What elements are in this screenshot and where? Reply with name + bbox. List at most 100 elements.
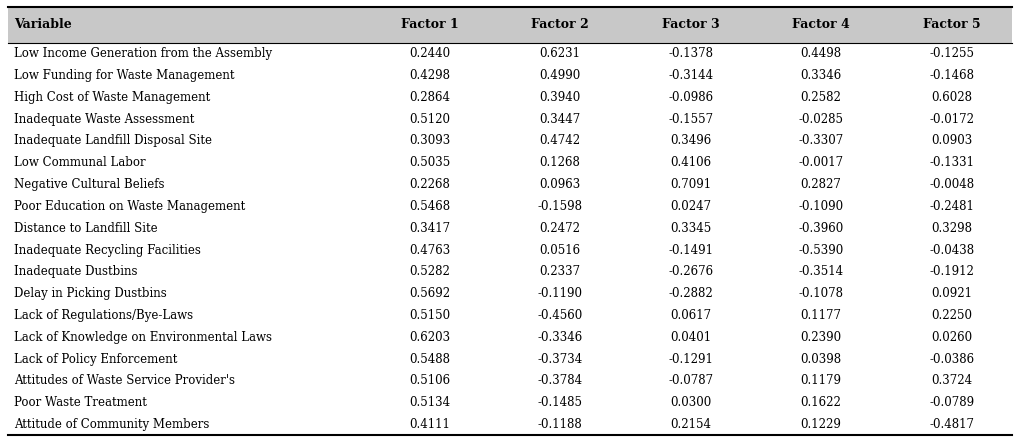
Text: -0.3960: -0.3960 [798,222,843,235]
Text: Lack of Regulations/Bye-Laws: Lack of Regulations/Bye-Laws [14,309,194,322]
Text: 0.6028: 0.6028 [930,91,971,104]
Bar [8,43,1011,65]
Text: 0.5282: 0.5282 [409,265,449,278]
Text: -0.5390: -0.5390 [798,244,843,256]
Text: 0.1177: 0.1177 [800,309,841,322]
Text: Inadequate Waste Assessment: Inadequate Waste Assessment [14,113,195,126]
Text: 0.3093: 0.3093 [409,134,450,148]
Text: 0.2472: 0.2472 [539,222,580,235]
Text: -0.1291: -0.1291 [667,353,712,366]
Text: 0.4990: 0.4990 [539,69,580,82]
Text: -0.1468: -0.1468 [928,69,973,82]
Text: 0.0921: 0.0921 [930,287,971,300]
Text: -0.0285: -0.0285 [798,113,843,126]
Text: 0.4106: 0.4106 [669,156,710,169]
Text: -0.2882: -0.2882 [667,287,712,300]
Text: -0.1078: -0.1078 [798,287,843,300]
Text: -0.3514: -0.3514 [798,265,843,278]
Text: -0.2676: -0.2676 [667,265,712,278]
Text: Low Funding for Waste Management: Low Funding for Waste Management [14,69,234,82]
Text: 0.4298: 0.4298 [409,69,449,82]
Text: Variable: Variable [14,18,72,31]
Text: -0.1331: -0.1331 [928,156,973,169]
Text: -0.1598: -0.1598 [537,200,582,213]
Text: 0.5134: 0.5134 [409,396,449,409]
Text: 0.4111: 0.4111 [409,418,449,431]
Text: 0.0617: 0.0617 [669,309,710,322]
Text: -0.1485: -0.1485 [537,396,582,409]
Text: -0.1557: -0.1557 [667,113,712,126]
Text: 0.3447: 0.3447 [539,113,580,126]
Text: 0.3346: 0.3346 [800,69,841,82]
Text: -0.1188: -0.1188 [537,418,582,431]
Text: Inadequate Dustbins: Inadequate Dustbins [14,265,138,278]
Text: -0.3734: -0.3734 [537,353,582,366]
Text: 0.1268: 0.1268 [539,156,580,169]
Text: 0.2440: 0.2440 [409,47,449,60]
Bar [8,370,1011,392]
Text: 0.2337: 0.2337 [539,265,580,278]
Bar [8,65,1011,87]
Text: 0.4742: 0.4742 [539,134,580,148]
Text: -0.3784: -0.3784 [537,374,582,387]
Text: -0.0438: -0.0438 [928,244,973,256]
Text: Factor 2: Factor 2 [531,18,589,31]
Bar [8,305,1011,326]
Text: Attitudes of Waste Service Provider's: Attitudes of Waste Service Provider's [14,374,235,387]
Text: -0.0048: -0.0048 [928,178,973,191]
Text: 0.0903: 0.0903 [930,134,971,148]
Text: 0.6203: 0.6203 [409,331,449,344]
Text: 0.4763: 0.4763 [409,244,450,256]
Bar [8,7,1011,43]
Bar [8,108,1011,130]
Text: -0.1378: -0.1378 [667,47,712,60]
Bar [8,195,1011,217]
Text: Attitude of Community Members: Attitude of Community Members [14,418,210,431]
Text: 0.5035: 0.5035 [409,156,450,169]
Text: 0.2154: 0.2154 [669,418,710,431]
Bar [8,87,1011,108]
Text: -0.1090: -0.1090 [798,200,843,213]
Text: Lack of Knowledge on Environmental Laws: Lack of Knowledge on Environmental Laws [14,331,272,344]
Bar [8,326,1011,348]
Text: 0.2582: 0.2582 [800,91,841,104]
Text: 0.1179: 0.1179 [800,374,841,387]
Text: 0.2268: 0.2268 [409,178,449,191]
Text: 0.2390: 0.2390 [800,331,841,344]
Text: Lack of Policy Enforcement: Lack of Policy Enforcement [14,353,177,366]
Text: 0.4498: 0.4498 [800,47,841,60]
Text: 0.1229: 0.1229 [800,418,841,431]
Text: 0.1622: 0.1622 [800,396,841,409]
Text: Factor 3: Factor 3 [661,18,718,31]
Text: 0.3345: 0.3345 [669,222,710,235]
Text: Factor 4: Factor 4 [792,18,849,31]
Text: -0.0386: -0.0386 [928,353,973,366]
Text: 0.5120: 0.5120 [409,113,449,126]
Text: 0.5468: 0.5468 [409,200,449,213]
Text: 0.0401: 0.0401 [669,331,710,344]
Bar [8,217,1011,239]
Text: Factor 5: Factor 5 [922,18,979,31]
Text: Low Communal Labor: Low Communal Labor [14,156,146,169]
Bar [8,174,1011,195]
Text: -0.4560: -0.4560 [537,309,582,322]
Text: -0.3307: -0.3307 [798,134,843,148]
Text: 0.0963: 0.0963 [539,178,580,191]
Text: 0.3298: 0.3298 [930,222,971,235]
Text: -0.4817: -0.4817 [928,418,973,431]
Text: 0.3417: 0.3417 [409,222,449,235]
Bar [8,261,1011,283]
Text: 0.7091: 0.7091 [669,178,710,191]
Text: 0.0516: 0.0516 [539,244,580,256]
Text: Low Income Generation from the Assembly: Low Income Generation from the Assembly [14,47,272,60]
Text: 0.2864: 0.2864 [409,91,449,104]
Text: Delay in Picking Dustbins: Delay in Picking Dustbins [14,287,167,300]
Text: -0.2481: -0.2481 [928,200,973,213]
Text: 0.6231: 0.6231 [539,47,580,60]
Bar [8,348,1011,370]
Text: 0.2827: 0.2827 [800,178,841,191]
Text: 0.3724: 0.3724 [930,374,971,387]
Text: Distance to Landfill Site: Distance to Landfill Site [14,222,158,235]
Text: Factor 1: Factor 1 [400,18,459,31]
Text: Inadequate Landfill Disposal Site: Inadequate Landfill Disposal Site [14,134,212,148]
